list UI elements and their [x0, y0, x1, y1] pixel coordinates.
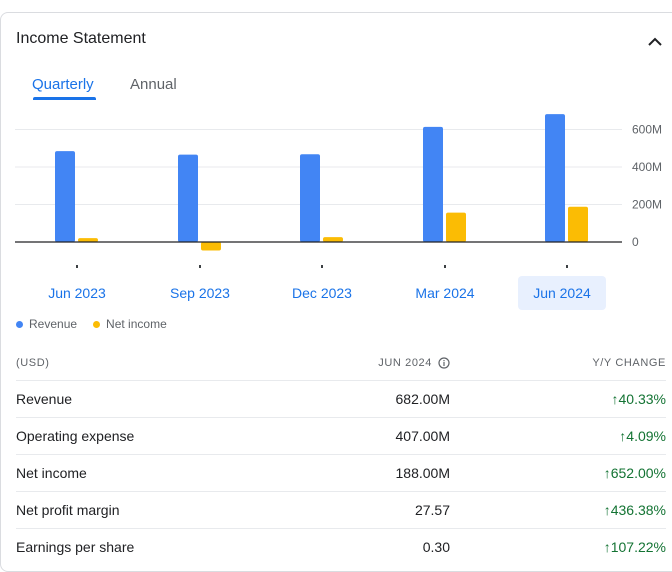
legend-item-revenue: Revenue — [16, 317, 77, 331]
bar-net-income[interactable] — [446, 212, 466, 242]
tab-quarterly[interactable]: Quarterly — [32, 76, 94, 93]
table-header-period: JUN 2024 — [378, 357, 450, 369]
legend-label-revenue: Revenue — [29, 317, 78, 331]
bar-revenue[interactable] — [55, 151, 75, 242]
x-tick-label[interactable]: Jun 2023 — [48, 285, 106, 301]
arrow-up-icon: ↑ — [619, 428, 627, 444]
x-tick-label[interactable]: Dec 2023 — [292, 285, 352, 301]
table-row-operating-expense: Operating expense 407.00M ↑4.09% — [16, 417, 666, 454]
row-change-value: 4.09% — [626, 428, 666, 444]
income-chart: 600M 400M 200M 0 — [15, 114, 662, 268]
bar-net-income[interactable] — [78, 238, 98, 242]
row-change: ↑652.00% — [604, 465, 666, 481]
row-change: ↑4.09% — [619, 428, 666, 444]
x-tick-mark — [566, 265, 568, 268]
x-tick-mark — [444, 265, 446, 268]
row-change-value: 436.38% — [610, 502, 666, 518]
x-tick-mark — [199, 265, 201, 268]
table-row-earnings-per-share: Earnings per share 0.30 ↑107.22% — [16, 528, 666, 565]
row-value: 682.00M — [395, 391, 450, 407]
row-label: Earnings per share — [16, 539, 135, 555]
x-tick-label[interactable]: Jun 2024 — [518, 276, 606, 310]
y-tick-label: 400M — [632, 160, 662, 174]
chevron-up-icon — [648, 37, 662, 46]
x-tick-label[interactable]: Sep 2023 — [170, 285, 230, 301]
row-change: ↑107.22% — [604, 539, 666, 555]
legend-label-net-income: Net income — [106, 317, 167, 331]
y-tick-label: 0 — [632, 235, 639, 249]
row-label: Net profit margin — [16, 502, 120, 518]
row-label: Net income — [16, 465, 87, 481]
row-change-value: 107.22% — [610, 539, 666, 555]
arrow-up-icon: ↑ — [603, 502, 611, 518]
row-value: 188.00M — [395, 465, 450, 481]
row-change: ↑40.33% — [612, 391, 666, 407]
legend-swatch-net-income — [93, 320, 101, 328]
row-change: ↑436.38% — [604, 502, 666, 518]
bar-revenue[interactable] — [423, 126, 443, 242]
bar-revenue[interactable] — [300, 154, 320, 242]
row-value: 0.30 — [422, 539, 450, 555]
tab-underline — [33, 97, 96, 100]
x-tick-mark — [321, 265, 323, 268]
table-row-net-income: Net income 188.00M ↑652.00% — [16, 454, 666, 491]
tab-annual[interactable]: Annual — [130, 76, 177, 93]
row-change-value: 40.33% — [618, 391, 666, 407]
info-icon[interactable] — [438, 357, 450, 369]
bar-net-income[interactable] — [323, 237, 343, 242]
row-label: Revenue — [16, 391, 73, 407]
collapse-button[interactable] — [644, 30, 666, 52]
row-label: Operating expense — [16, 428, 135, 444]
arrow-up-icon: ↑ — [611, 391, 619, 407]
legend-swatch-revenue — [16, 320, 23, 328]
card-title: Income Statement — [16, 30, 146, 47]
arrow-up-icon: ↑ — [603, 539, 611, 555]
table-header-change: Y/Y CHANGE — [592, 357, 666, 369]
table-row-revenue: Revenue 682.00M ↑40.33% — [16, 380, 666, 417]
bar-revenue[interactable] — [178, 154, 198, 242]
x-tick-mark — [76, 265, 78, 268]
bar-net-income[interactable] — [568, 206, 588, 242]
y-tick-label: 200M — [632, 198, 662, 212]
row-change-value: 652.00% — [610, 465, 666, 481]
arrow-up-icon: ↑ — [603, 465, 611, 481]
table-row-net-profit-margin: Net profit margin 27.57 ↑436.38% — [16, 491, 666, 528]
table-header-currency: (USD) — [16, 357, 50, 369]
x-tick-label[interactable]: Mar 2024 — [415, 285, 475, 301]
bar-revenue[interactable] — [545, 114, 565, 242]
row-value: 407.00M — [395, 428, 450, 444]
bar-net-income[interactable] — [201, 242, 221, 251]
row-value: 27.57 — [414, 502, 450, 518]
legend-item-net-income: Net income — [93, 317, 167, 331]
table-header-period-label: JUN 2024 — [378, 357, 432, 369]
chart-legend: Revenue Net income — [16, 317, 167, 331]
y-tick-label: 600M — [632, 123, 662, 137]
